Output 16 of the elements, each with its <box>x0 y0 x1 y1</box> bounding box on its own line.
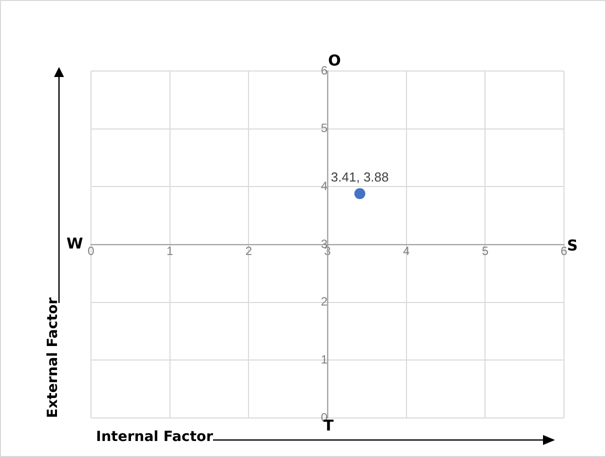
y-tick-label: 6 <box>320 63 328 78</box>
x-tick-label: 5 <box>482 244 489 258</box>
x-axis-title: Internal Factor <box>96 429 214 445</box>
text: S <box>567 236 578 254</box>
y-tick-label: 2 <box>320 294 328 309</box>
x-tick-label: 4 <box>402 244 410 258</box>
x-tick-label: 2 <box>245 244 252 258</box>
x-tick-label: 6 <box>560 244 568 258</box>
y-tick-label: 1 <box>320 352 328 366</box>
y-tick-label: 5 <box>320 121 328 136</box>
text: W <box>66 234 84 252</box>
y-axis-title: External Factor <box>45 298 61 418</box>
x-tick-label: 0 <box>88 244 95 258</box>
text: O <box>328 51 341 70</box>
x-tick-label: 1 <box>166 244 174 258</box>
data-label: 3.41, 3.88 <box>330 170 389 185</box>
